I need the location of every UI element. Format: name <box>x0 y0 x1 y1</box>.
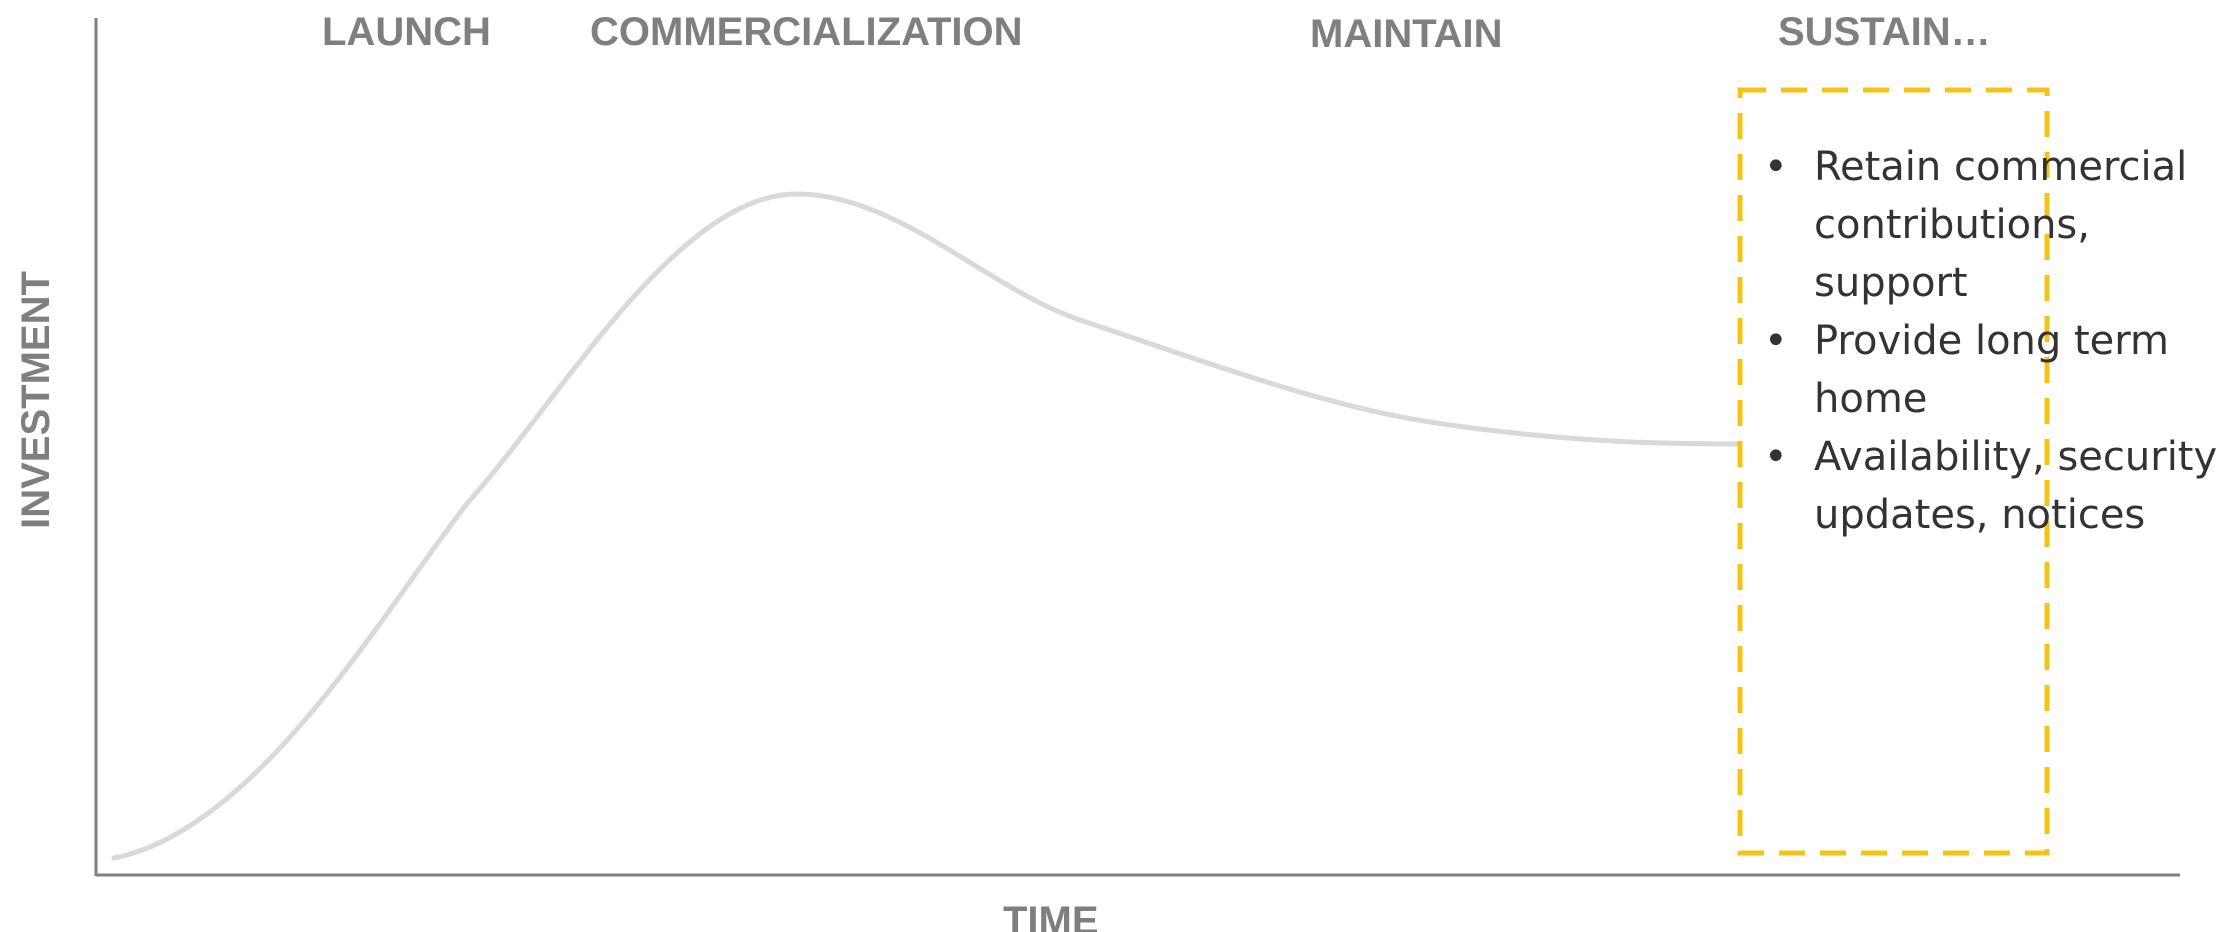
x-axis-label: TIME <box>1003 899 1099 932</box>
phase-label-commercialization: COMMERCIALIZATION <box>590 10 1023 54</box>
phase-label-sustain: SUSTAIN… <box>1778 10 1991 54</box>
phase-label-maintain: MAINTAIN <box>1310 12 1503 56</box>
phase-label-launch: LAUNCH <box>322 10 491 54</box>
bullet-item: • Retain commercial contributions, suppo… <box>1754 138 2218 312</box>
bullet-text: Provide long term home <box>1814 318 2169 422</box>
sustain-bullet-list: • Retain commercial contributions, suppo… <box>1754 138 2218 544</box>
bullet-dot: • <box>1764 318 1788 364</box>
investment-curve <box>111 191 1741 861</box>
bullet-text: Availability, security updates, notices <box>1814 434 2218 538</box>
bullet-item: • Provide long term home <box>1754 312 2218 428</box>
y-axis-label: INVESTMENT <box>14 271 58 529</box>
bullet-dot: • <box>1764 434 1788 480</box>
bullet-text: Retain commercial contributions, support <box>1814 144 2188 306</box>
bullet-dot: • <box>1764 144 1788 190</box>
bullet-item: • Availability, security updates, notice… <box>1754 428 2218 544</box>
